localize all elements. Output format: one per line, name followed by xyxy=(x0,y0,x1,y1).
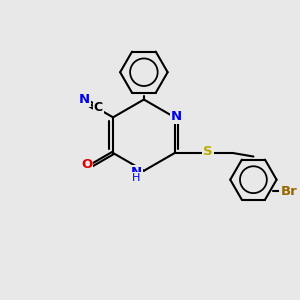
Text: S: S xyxy=(203,145,213,158)
Text: N: N xyxy=(131,166,142,179)
Text: O: O xyxy=(81,158,92,172)
Text: N: N xyxy=(79,93,90,106)
Text: Br: Br xyxy=(280,185,297,198)
Text: C: C xyxy=(94,101,103,114)
Text: N: N xyxy=(171,110,182,123)
Text: H: H xyxy=(132,173,141,183)
